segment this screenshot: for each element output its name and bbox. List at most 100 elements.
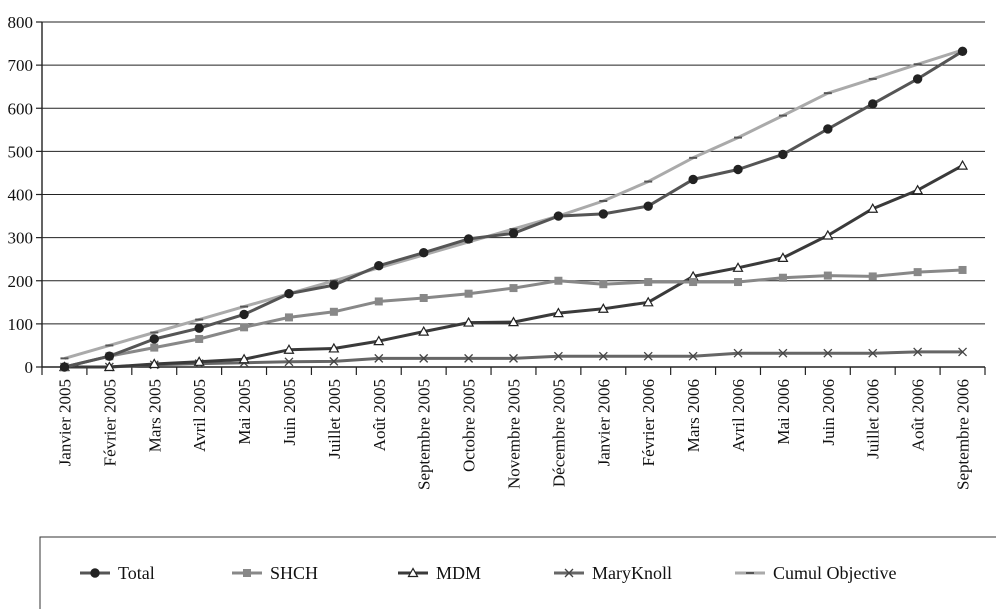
data-point	[464, 289, 473, 298]
legend-item-mdm: MDM	[398, 563, 481, 583]
data-point	[598, 209, 609, 219]
data-point	[329, 356, 339, 366]
data-point	[552, 307, 564, 318]
data-point	[195, 334, 204, 343]
data-point	[957, 46, 968, 57]
data-point	[689, 278, 698, 287]
data-point	[407, 567, 419, 578]
data-point	[508, 228, 519, 239]
data-point	[373, 335, 385, 346]
y-tick-label: 200	[8, 272, 34, 291]
x-tick-label: Août 2006	[909, 379, 928, 451]
data-point	[239, 309, 249, 320]
data-point	[912, 74, 923, 84]
data-point	[464, 353, 474, 363]
data-point	[554, 276, 563, 285]
data-point	[599, 280, 608, 289]
x-tick-label: Septembre 2006	[954, 379, 973, 490]
data-point	[238, 353, 250, 364]
data-point	[329, 307, 338, 316]
data-point	[149, 334, 159, 344]
x-tick-label: Février 2005	[100, 379, 119, 466]
gridlines	[42, 21, 985, 325]
legend-label: MaryKnoll	[592, 563, 672, 583]
data-point	[958, 347, 968, 357]
data-point	[643, 201, 653, 211]
data-point	[374, 260, 384, 271]
data-point	[507, 316, 520, 327]
data-point	[59, 362, 70, 372]
data-point	[733, 164, 743, 175]
data-point	[419, 294, 428, 302]
x-tick-label: Juillet 2005	[325, 379, 344, 459]
y-tick-label: 800	[8, 13, 34, 32]
data-point	[598, 351, 608, 361]
y-tick-label: 0	[25, 358, 34, 377]
data-point	[463, 234, 474, 244]
data-point	[868, 99, 878, 109]
y-tick-label: 700	[8, 56, 34, 75]
data-point	[374, 353, 384, 363]
data-point	[463, 316, 475, 327]
legend-item-cumul-objective: Cumul Objective	[735, 563, 896, 583]
data-point	[778, 273, 787, 282]
data-point	[564, 568, 574, 578]
x-tick-label: Avril 2006	[729, 379, 748, 452]
data-point	[777, 252, 789, 262]
data-point	[150, 343, 159, 352]
series-line	[64, 48, 963, 360]
data-point	[912, 184, 924, 195]
x-tick-label: Janvier 2006	[594, 379, 613, 466]
series-maryknoll	[59, 347, 968, 372]
y-tick-label: 400	[8, 186, 34, 205]
data-point	[823, 348, 833, 358]
legend-item-maryknoll: MaryKnoll	[554, 563, 672, 583]
data-point	[733, 348, 743, 358]
y-tick-label: 600	[8, 99, 34, 118]
data-point	[284, 357, 294, 367]
series-cumul-objective	[60, 48, 967, 360]
data-point	[553, 211, 564, 221]
x-tick-label: Mars 2006	[684, 379, 703, 452]
data-point	[418, 325, 430, 336]
data-point	[913, 268, 922, 277]
data-point	[283, 344, 295, 354]
data-point	[732, 262, 744, 272]
data-point	[418, 248, 429, 258]
data-point	[284, 288, 294, 299]
data-point	[509, 353, 518, 363]
x-tick-label: Septembre 2005	[415, 379, 434, 490]
data-point	[868, 348, 878, 358]
series-mdm	[58, 159, 969, 372]
legend-label: MDM	[436, 563, 481, 583]
x-tick-label: Novembre 2005	[505, 379, 524, 489]
data-point	[688, 351, 698, 361]
data-point	[193, 356, 205, 366]
x-tick-label: Décembre 2005	[549, 379, 568, 487]
data-point	[597, 303, 609, 313]
data-point	[194, 323, 204, 333]
data-point	[509, 284, 518, 293]
x-tick-label: Août 2005	[370, 379, 389, 451]
x-tick-label: Octobre 2005	[460, 379, 479, 472]
legend-item-shch: SHCH	[232, 563, 318, 583]
data-point	[553, 351, 563, 361]
data-point	[284, 313, 293, 322]
legend-border	[39, 536, 996, 609]
x-tick-label: Mai 2006	[774, 379, 793, 445]
data-point	[734, 278, 743, 287]
x-tick-label: Mars 2005	[145, 379, 164, 452]
data-point	[778, 149, 788, 160]
data-point	[958, 265, 967, 274]
data-point	[868, 272, 877, 281]
data-point	[867, 203, 879, 213]
data-point	[374, 297, 383, 306]
y-tick-label: 500	[8, 142, 34, 161]
y-tick-label: 100	[8, 315, 34, 334]
data-point	[823, 271, 832, 280]
axes: 0 100 200 300 400 500 600 700 800 Janvier 2005 Fév…	[8, 13, 986, 490]
data-point	[243, 569, 251, 577]
legend-item-total: Total	[80, 563, 155, 583]
data-point	[90, 568, 100, 578]
